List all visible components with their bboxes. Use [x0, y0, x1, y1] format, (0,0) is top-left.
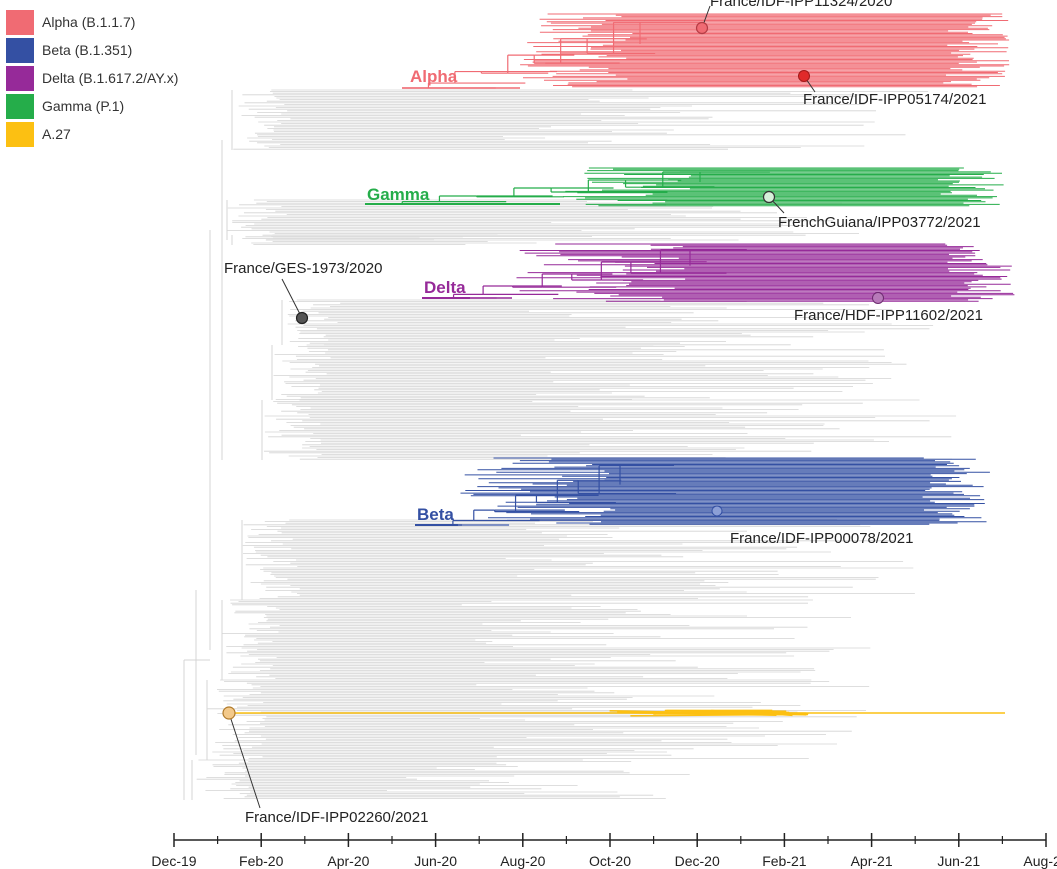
axis-tick-label: Oct-20: [589, 853, 631, 869]
sample-marker: [872, 292, 884, 304]
clade-label-beta: Beta: [417, 505, 454, 524]
sample-marker: [762, 190, 776, 204]
axis-tick-label: Apr-20: [327, 853, 369, 869]
legend-item-gamma: Gamma (P.1): [6, 92, 178, 120]
sample-annotation: France/IDF-IPP02260/2021: [222, 706, 428, 826]
legend-item-beta: Beta (B.1.351): [6, 36, 178, 64]
clade-label-delta: Delta: [424, 278, 466, 297]
clade-a27-branches: [229, 709, 1005, 717]
sample-marker: [711, 505, 723, 517]
axis-tick-label: Apr-21: [851, 853, 893, 869]
axis-tick-label: Feb-20: [239, 853, 284, 869]
sample-label: France/IDF-IPP02260/2021: [245, 809, 428, 826]
axis-tick-label: Aug-20: [500, 853, 545, 869]
axis-tick-label: Dec-20: [675, 853, 720, 869]
sample-label: France/IDF-IPP00078/2021: [730, 530, 913, 547]
sample-annotation: France/IDF-IPP00078/2021: [711, 505, 913, 547]
sample-marker: [295, 311, 309, 325]
sample-annotation: France/HDF-IPP11602/2021: [794, 292, 983, 324]
sample-label: FrenchGuiana/IPP03772/2021: [778, 214, 981, 231]
clade-delta-branches: [424, 243, 1015, 302]
legend-label-beta: Beta (B.1.351): [42, 42, 133, 58]
sample-annotation: FrenchGuiana/IPP03772/2021: [762, 190, 981, 231]
legend-item-a27: A.27: [6, 120, 178, 148]
axis-tick-label: Jun-20: [414, 853, 457, 869]
time-axis: Dec-19 Feb-20 Apr-20 Jun-20 Aug-20 Oct-20 Dec-…: [151, 833, 1057, 869]
sample-annotation: France/IDF-IPP05174/2021: [798, 70, 986, 108]
legend-label-delta: Delta (B.1.617.2/AY.x): [42, 70, 179, 86]
sample-label: France/IDF-IPP05174/2021: [803, 91, 986, 108]
legend-label-alpha: Alpha (B.1.1.7): [42, 14, 136, 30]
axis-tick-label: Feb-21: [762, 853, 807, 869]
legend-swatch-beta: [6, 37, 34, 63]
legend-swatch-a27: [6, 121, 34, 147]
axis-tick-label: Aug-21: [1023, 853, 1057, 869]
clade-beta-branches: [432, 457, 990, 526]
axis-tick-label: Dec-19: [151, 853, 196, 869]
legend-label-gamma: Gamma (P.1): [42, 98, 125, 114]
background-tree: [183, 89, 957, 800]
tree-branch: [609, 709, 787, 716]
legend-item-alpha: Alpha (B.1.1.7): [6, 8, 178, 36]
legend: Alpha (B.1.1.7) Beta (B.1.351) Delta (B.…: [6, 8, 178, 148]
legend-swatch-delta: [6, 65, 34, 91]
legend-item-delta: Delta (B.1.617.2/AY.x): [6, 64, 178, 92]
sample-annotation: France/IDF-IPP11324/2020: [695, 0, 892, 35]
sample-label: France/GES-1973/2020: [224, 260, 382, 277]
legend-label-a27: A.27: [42, 126, 71, 142]
sample-label: France/IDF-IPP11324/2020: [710, 0, 892, 10]
sample-annotation: France/GES-1973/2020: [224, 260, 382, 325]
legend-swatch-alpha: [6, 9, 34, 35]
sample-marker: [222, 706, 236, 720]
clade-label-gamma: Gamma: [367, 185, 430, 204]
legend-swatch-gamma: [6, 93, 34, 119]
sample-label: France/HDF-IPP11602/2021: [794, 307, 983, 324]
sample-marker: [695, 21, 709, 35]
sample-marker: [798, 70, 810, 82]
axis-tick-label: Jun-21: [937, 853, 980, 869]
clade-alpha-branches: [402, 13, 1010, 89]
clade-label-alpha: Alpha: [410, 67, 458, 86]
